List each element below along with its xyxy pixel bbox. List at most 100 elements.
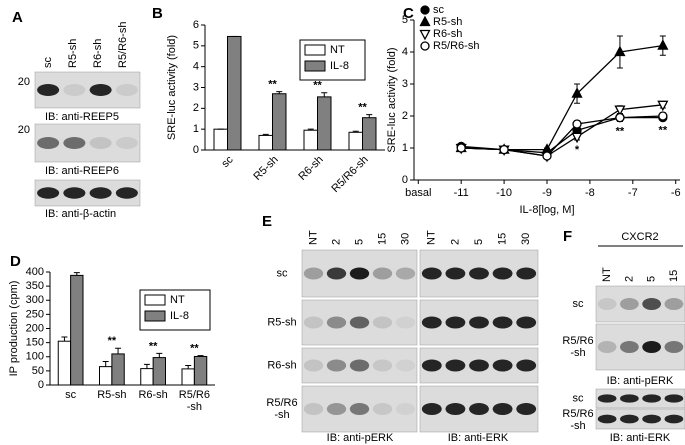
blot <box>595 323 685 371</box>
band <box>37 187 60 199</box>
panel-label: D <box>10 253 21 270</box>
band <box>421 403 442 415</box>
bar <box>317 96 332 151</box>
marker <box>499 144 509 155</box>
lane-label: 5 <box>473 239 485 245</box>
x-tick-label: sc <box>65 389 77 401</box>
legend-label: IL-8 <box>330 60 349 72</box>
error-bar <box>197 355 204 357</box>
y-tick-label: 4 <box>402 46 408 58</box>
band <box>469 359 489 372</box>
y-tick-label: 150 <box>26 337 44 349</box>
x-tick-label: R5/R6-sh <box>329 154 370 195</box>
band <box>620 394 639 403</box>
marker <box>420 41 430 51</box>
blot <box>595 408 685 430</box>
annotation: ** <box>659 125 668 137</box>
band <box>395 316 416 329</box>
marker <box>542 151 552 161</box>
bar <box>193 355 208 386</box>
y-tick-label: 300 <box>26 294 44 306</box>
y-tick-label: 5 <box>402 14 408 26</box>
y-axis-label: IP production (cpm) <box>8 281 20 377</box>
marker <box>658 111 668 121</box>
y-tick-label: 6 <box>193 19 199 31</box>
band <box>63 187 86 199</box>
band <box>395 267 416 280</box>
row-label: R5/R6 -sh <box>562 335 593 359</box>
panel-label: F <box>563 228 572 245</box>
x-tick-label: -6 <box>671 187 681 199</box>
panel-label: B <box>152 5 163 22</box>
x-tick-label: -11 <box>454 187 469 199</box>
legend-label: NT <box>170 294 185 306</box>
band <box>597 298 617 310</box>
annotation: ** <box>268 79 277 91</box>
band <box>421 316 442 329</box>
marker <box>657 100 669 112</box>
band <box>664 394 684 403</box>
band <box>326 267 347 280</box>
y-tick-label: 100 <box>26 351 44 363</box>
y-tick-label: 4 <box>193 61 199 73</box>
marker <box>571 132 583 144</box>
row-label: sc <box>573 298 585 310</box>
marker <box>571 87 583 98</box>
band <box>395 403 416 415</box>
row-label: R5/R6 -sh <box>562 408 593 432</box>
row-label: R5-sh <box>267 316 296 328</box>
lane-label: NT <box>426 230 438 245</box>
band <box>664 341 684 353</box>
band <box>303 403 324 415</box>
annotation: ** <box>616 125 625 137</box>
band <box>89 137 112 149</box>
lane-label: 5 <box>353 239 365 245</box>
blot-caption: IB: anti-ERK <box>610 432 671 444</box>
row-label: R5/R6 -sh <box>266 397 297 421</box>
band <box>63 137 86 149</box>
band <box>445 267 466 280</box>
band <box>597 414 617 424</box>
lane-label: sc <box>42 57 54 69</box>
y-tick-label: 0 <box>402 174 408 186</box>
band <box>492 316 513 329</box>
band <box>445 403 466 415</box>
blot-caption: IB: anti-REEP6 <box>45 165 119 177</box>
band <box>642 394 661 403</box>
band <box>349 316 370 329</box>
band <box>642 414 661 424</box>
band <box>326 316 347 329</box>
legend-swatch <box>144 310 166 322</box>
error-bar <box>366 114 373 118</box>
marker <box>614 105 626 116</box>
band <box>516 267 537 280</box>
bar <box>99 366 113 386</box>
error-bar <box>276 91 283 94</box>
band <box>597 341 617 353</box>
blot <box>595 285 685 323</box>
error-bar <box>143 363 150 369</box>
band <box>620 298 639 310</box>
mw-marker: 20 <box>18 124 30 136</box>
legend-label: IL-8 <box>170 310 189 322</box>
legend-label: R5/R6-sh <box>433 40 479 52</box>
bar <box>303 129 318 151</box>
bar <box>227 35 242 151</box>
annotation: ** <box>190 343 199 355</box>
band <box>303 359 324 372</box>
lane-label: 30 <box>399 233 411 245</box>
x-axis-label: IL-8[log, M] <box>519 204 574 216</box>
bar <box>57 340 72 386</box>
band <box>421 359 442 372</box>
y-tick-label: 50 <box>32 365 44 377</box>
error-bar <box>156 352 163 358</box>
marker <box>657 39 669 50</box>
lane-label: NT <box>601 267 613 282</box>
band <box>303 316 324 329</box>
group-label: CXCR2 <box>621 231 658 243</box>
lane-label: 15 <box>497 233 509 245</box>
annotation: ** <box>149 340 158 352</box>
lane-label: 2 <box>449 239 461 245</box>
lane-label: 2 <box>330 239 342 245</box>
legend-swatch <box>304 60 326 72</box>
